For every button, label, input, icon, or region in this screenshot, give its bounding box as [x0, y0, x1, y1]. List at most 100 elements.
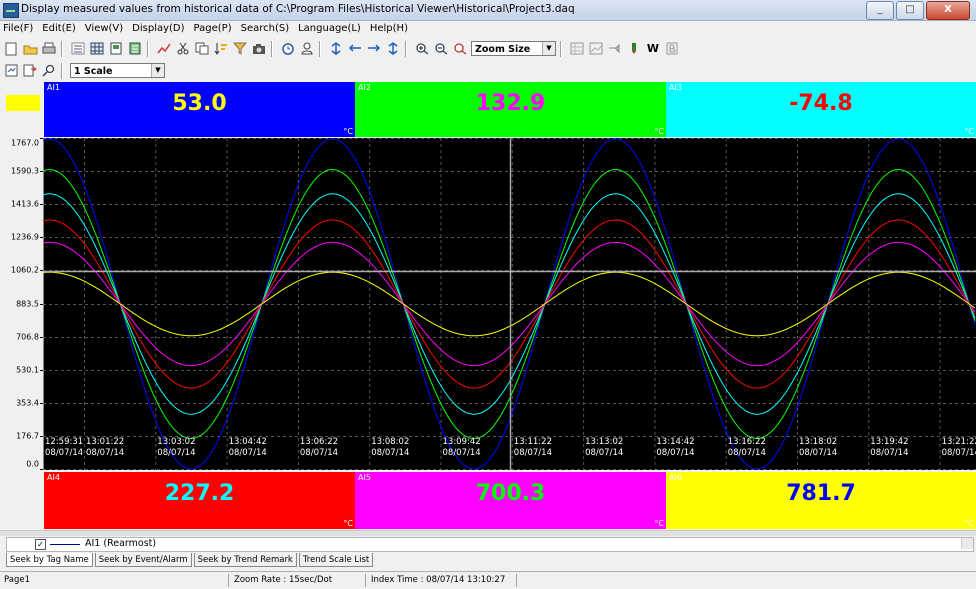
main-toolbar: Zoom Size ▼ W	[0, 38, 976, 59]
status-zoom-rate: Zoom Rate : 15sec/Dot	[234, 575, 333, 585]
zoom-reset-icon[interactable]	[452, 41, 468, 57]
menu-display[interactable]: Display(D)	[132, 23, 185, 34]
trend-icon[interactable]	[156, 41, 172, 57]
x-tick-date-label: 08/07/14	[656, 448, 694, 458]
series-line-4	[43, 241, 976, 367]
splitter[interactable]	[0, 530, 976, 536]
menu-file[interactable]: File(F)	[3, 23, 34, 34]
scroll-button[interactable]	[961, 538, 973, 549]
search-icon[interactable]	[41, 63, 57, 79]
status-index-time: Index Time : 08/07/14 13:10:27	[371, 575, 506, 585]
x-tick-date-label: 08/07/14	[728, 448, 766, 458]
chevron-down-icon[interactable]: ▼	[542, 42, 555, 55]
menu-language[interactable]: Language(L)	[298, 23, 361, 34]
tag-name: AI3	[669, 83, 682, 92]
close-button[interactable]: X	[926, 1, 970, 20]
tab-seek-by-event-alarm[interactable]: Seek by Event/Alarm	[94, 553, 192, 567]
chevron-down-icon[interactable]: ▼	[151, 64, 164, 77]
x-tick-date-label: 08/07/14	[799, 448, 837, 458]
y-tick-label: 176.7	[16, 431, 39, 441]
list-view-icon[interactable]	[70, 41, 86, 57]
document-view-icon[interactable]	[108, 41, 124, 57]
toolbar-separator	[271, 40, 273, 57]
b-button-icon[interactable]	[664, 41, 680, 57]
tag-name: AI6	[669, 473, 682, 482]
y-tick-mark	[40, 204, 43, 205]
menu-page[interactable]: Page(P)	[193, 23, 232, 34]
y-tick-mark	[40, 171, 43, 172]
toolbar-separator	[560, 40, 562, 57]
marker-icon[interactable]	[626, 41, 642, 57]
move-right-icon[interactable]	[366, 41, 382, 57]
filter-icon[interactable]	[232, 41, 248, 57]
page-icon[interactable]	[3, 63, 19, 79]
tag-panel-ai3[interactable]: AI3 -74.8 °C	[666, 82, 976, 137]
cut-icon[interactable]	[175, 41, 191, 57]
tag-name: AI4	[47, 473, 60, 482]
y-tick-mark	[40, 436, 43, 437]
color-indicator	[6, 95, 40, 111]
w-button[interactable]: W	[646, 42, 660, 55]
legend-checkbox[interactable]: ✓	[35, 539, 46, 550]
zoom-size-select[interactable]: Zoom Size ▼	[471, 41, 556, 56]
tag-panel-ai2[interactable]: AI2 132.9 °C	[355, 82, 666, 137]
menu-edit[interactable]: Edit(E)	[42, 23, 76, 34]
x-tick-date-label: 08/07/14	[942, 448, 976, 458]
y-tick-mark	[40, 237, 43, 238]
tag-panel-ai5[interactable]: AI5 700.3 °C	[355, 472, 666, 529]
open-folder-icon[interactable]	[22, 41, 38, 57]
bookmark-icon[interactable]	[22, 63, 38, 79]
menu-help[interactable]: Help(H)	[369, 23, 408, 34]
y-tick-mark	[40, 138, 43, 139]
camera-icon[interactable]	[251, 41, 267, 57]
tag-value: 227.2	[164, 481, 235, 506]
toolbar-separator	[405, 40, 407, 57]
menu-view[interactable]: View(V)	[84, 23, 124, 34]
move-top-icon[interactable]	[328, 41, 344, 57]
series-line-0	[43, 138, 976, 470]
print-icon[interactable]	[41, 41, 57, 57]
trend-chart[interactable]: 12:59:3108/07/1413:01:2208/07/1413:03:02…	[43, 138, 976, 470]
status-separator	[365, 574, 366, 587]
tag-panel-ai1[interactable]: AI1 53.0 °C	[44, 82, 355, 137]
tag-panel-ai4[interactable]: AI4 227.2 °C	[44, 472, 355, 529]
y-tick-label: 1590.3	[11, 166, 39, 176]
x-tick-date-label: 08/07/14	[86, 448, 124, 458]
y-axis: 1767.0 1590.3 1413.6 1236.9 1060.2 883.5 706.8…	[0, 138, 43, 470]
x-tick-time-label: 13:21:22	[942, 437, 976, 447]
menu-search[interactable]: Search(S)	[240, 23, 290, 34]
tab-seek-by-trend-remark[interactable]: Seek by Trend Remark	[193, 553, 297, 567]
tag-panel-ai6[interactable]: AI6 781.7 °C	[666, 472, 976, 529]
y-tick-label: 1767.0	[11, 138, 39, 148]
x-tick-time-label: 13:14:42	[656, 437, 694, 447]
tag-name: AI2	[358, 83, 371, 92]
copy-trend-icon[interactable]	[194, 41, 210, 57]
minimize-button[interactable]: _	[866, 1, 894, 20]
legend-line-icon	[50, 544, 80, 545]
tab-trend-scale-list[interactable]: Trend Scale List	[298, 553, 374, 567]
x-tick-time-label: 13:13:02	[585, 437, 623, 447]
maximize-button[interactable]: □	[896, 1, 924, 20]
zoom-out-icon[interactable]	[433, 41, 449, 57]
tag-unit: °C	[964, 519, 974, 528]
report-icon[interactable]	[127, 41, 143, 57]
move-left-icon[interactable]	[347, 41, 363, 57]
legend-label: AI1 (Rearmost)	[85, 538, 157, 549]
zoom-in-icon[interactable]	[414, 41, 430, 57]
tag-value: 132.9	[475, 91, 546, 116]
move-bottom-icon[interactable]	[385, 41, 401, 57]
tab-seek-by-tag-name[interactable]: Seek by Tag Name	[6, 553, 93, 567]
grid-icon[interactable]	[569, 41, 585, 57]
scale-select[interactable]: 1 Scale ▼	[70, 63, 165, 78]
user-icon[interactable]	[299, 41, 315, 57]
sort-icon[interactable]	[213, 41, 229, 57]
pointer-icon[interactable]	[607, 41, 623, 57]
tag-name: AI1	[47, 83, 60, 92]
timer-icon[interactable]	[280, 41, 296, 57]
new-file-icon[interactable]	[3, 41, 19, 57]
table-icon[interactable]	[89, 41, 105, 57]
secondary-toolbar: 1 Scale ▼	[0, 60, 976, 81]
series-line-5	[43, 271, 976, 337]
status-bar: Page1 Zoom Rate : 15sec/Dot Index Time :…	[0, 571, 976, 589]
chart-grid-icon[interactable]	[588, 41, 604, 57]
